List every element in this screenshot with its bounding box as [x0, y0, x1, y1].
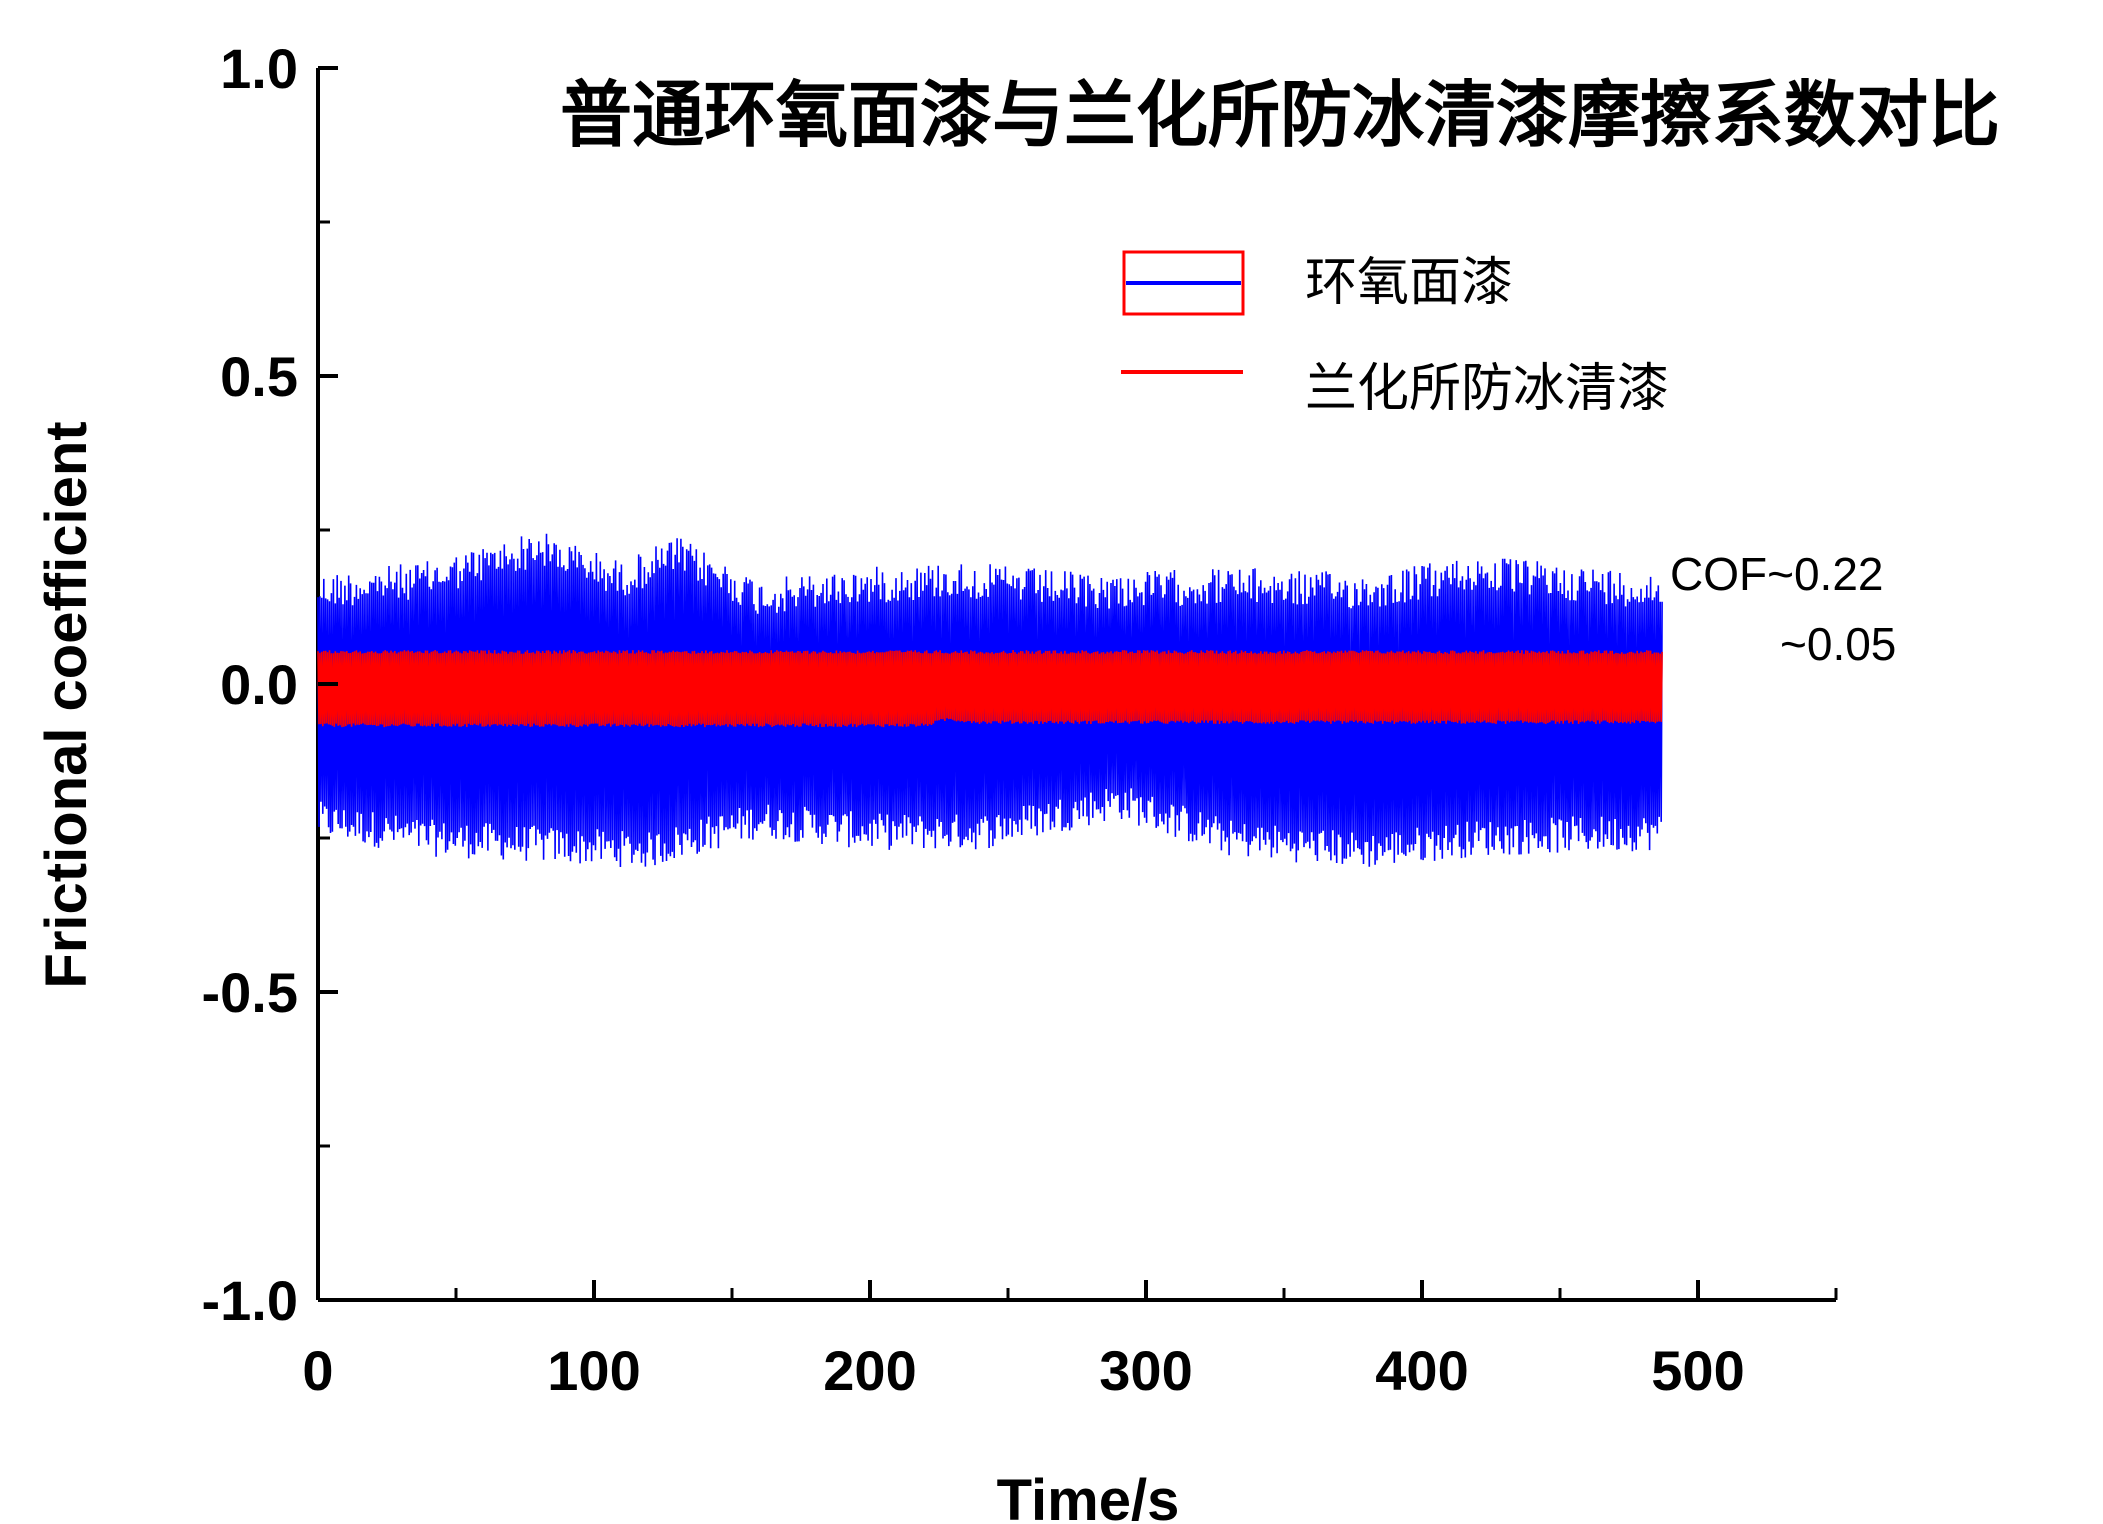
annotation-cof-epoxy: COF~0.22: [1670, 548, 1884, 600]
y-tick-label-4: -1.0: [202, 1269, 299, 1332]
x-tick-label-1: 100: [547, 1339, 640, 1402]
legend-label-epoxy: 环氧面漆: [1305, 253, 1513, 313]
chart-title: 普通环氧面漆与兰化所防冰清漆摩擦系数对比: [560, 73, 2000, 157]
annotation-cof-anti-ice: ~0.05: [1780, 618, 1896, 670]
x-ticks: 0 100 200 300 400 500: [302, 1280, 1838, 1402]
series-line-1: [317, 650, 1663, 728]
y-tick-label-2: 0.0: [220, 653, 298, 716]
legend-swatch-epoxy-box: [1122, 250, 1245, 316]
y-axis-label: Frictional coefficient: [34, 421, 99, 988]
legend-label-anti-ice: 兰化所防冰清漆: [1305, 359, 1669, 419]
x-tick-label-4: 400: [1375, 1339, 1468, 1402]
x-tick-label-0: 0: [302, 1339, 333, 1402]
y-tick-label-0: 1.0: [220, 37, 298, 100]
y-ticks: 1.0 0.5 0.0 -0.5 -1.0: [202, 37, 338, 1332]
legend-item-anti-ice: 兰化所防冰清漆: [1121, 359, 1669, 419]
x-tick-label-3: 300: [1099, 1339, 1192, 1402]
legend: 环氧面漆 兰化所防冰清漆: [1121, 250, 1669, 419]
y-tick-label-1: 0.5: [220, 345, 298, 408]
x-tick-label-5: 500: [1651, 1339, 1744, 1402]
plot-area: [317, 533, 1663, 868]
x-tick-label-2: 200: [823, 1339, 916, 1402]
y-tick-label-3: -0.5: [202, 961, 299, 1024]
legend-item-epoxy: 环氧面漆: [1122, 250, 1513, 316]
x-axis-label: Time/s: [997, 1468, 1180, 1524]
series-line-0: [317, 533, 1663, 868]
